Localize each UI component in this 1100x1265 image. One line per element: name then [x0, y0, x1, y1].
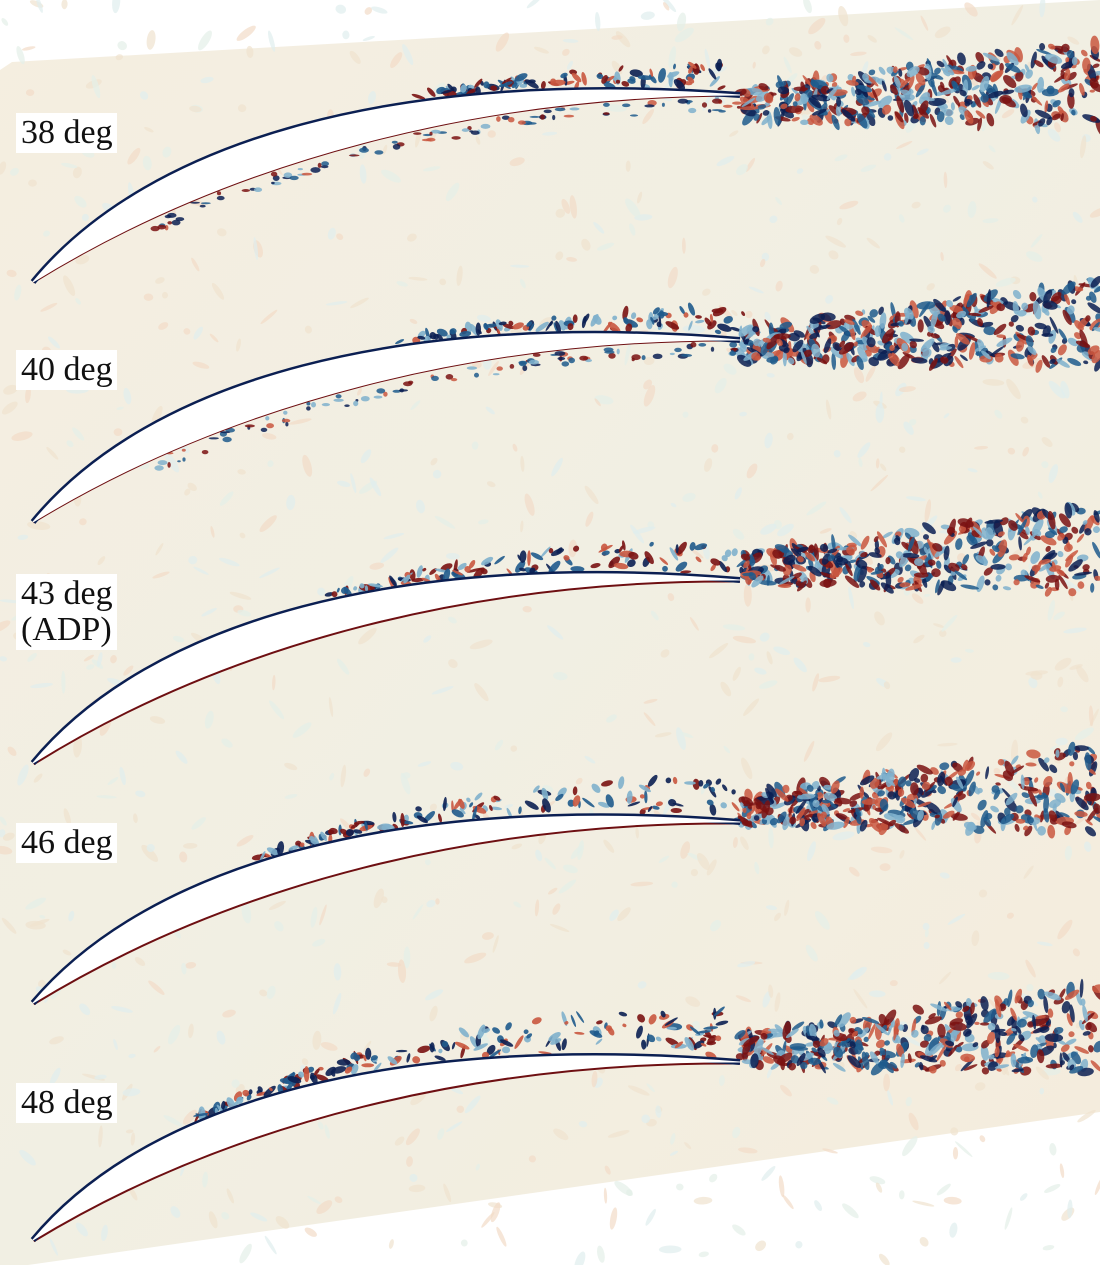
- vortex-field: [193, 978, 1100, 1123]
- blade-airfoil: [32, 89, 741, 283]
- vortex-field: [150, 35, 1100, 232]
- vortex-field: [324, 501, 1100, 598]
- blade-panel-0: [30, 35, 1100, 284]
- angle-label-46: 46 deg: [16, 823, 117, 863]
- blade-panel-2: [30, 501, 1100, 766]
- angle-label-38: 38 deg: [16, 113, 117, 153]
- angle-label-40: 40 deg: [16, 350, 117, 390]
- blade-panel-3: [30, 741, 1100, 1006]
- blade-airfoil: [32, 573, 741, 764]
- vortex-field: [154, 276, 1100, 471]
- angle-label-43: 43 deg (ADP): [16, 574, 117, 650]
- angle-label-48: 48 deg: [16, 1083, 117, 1123]
- blade-panel-4: [30, 978, 1100, 1243]
- vortex-field: [251, 741, 1100, 862]
- design-point-label: (ADP): [21, 611, 112, 648]
- blade-airfoil: [32, 333, 741, 523]
- blade-panel-1: [30, 276, 1100, 524]
- blade-panels: [30, 35, 1100, 1243]
- blade-airfoil: [32, 815, 741, 1004]
- blade-airfoil: [32, 1055, 741, 1241]
